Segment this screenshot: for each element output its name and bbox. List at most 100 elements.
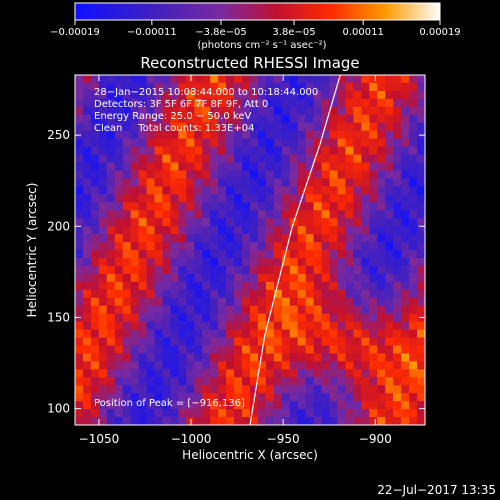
heatmap-cell bbox=[75, 90, 84, 100]
heatmap-cell bbox=[82, 377, 92, 386]
heatmap-cell bbox=[106, 385, 116, 394]
heatmap-cell bbox=[202, 273, 211, 283]
heatmap-cell bbox=[393, 305, 402, 315]
heatmap-cell bbox=[250, 242, 259, 251]
heatmap-cell bbox=[257, 250, 267, 259]
heatmap-cell bbox=[313, 361, 323, 370]
heatmap-cell bbox=[106, 353, 116, 362]
heatmap-cell bbox=[385, 98, 394, 108]
heatmap-cell bbox=[106, 202, 116, 211]
heatmap-cell bbox=[385, 353, 394, 362]
heatmap-cell bbox=[409, 273, 418, 283]
heatmap-cell bbox=[281, 114, 291, 124]
heatmap-cell bbox=[122, 162, 132, 172]
heatmap-cell bbox=[265, 186, 275, 195]
heatmap-cell bbox=[178, 329, 187, 339]
heatmap-cell bbox=[417, 377, 425, 386]
heatmap-cell bbox=[218, 401, 227, 410]
heatmap-cell bbox=[401, 257, 410, 267]
heatmap-cell bbox=[202, 250, 211, 259]
heatmap-cell bbox=[226, 401, 235, 410]
heatmap-cell bbox=[170, 289, 180, 299]
heatmap-cell bbox=[122, 170, 132, 180]
heatmap-cell bbox=[186, 265, 195, 275]
heatmap-cell bbox=[385, 234, 394, 243]
heatmap-cell bbox=[178, 257, 187, 267]
heatmap-cell bbox=[417, 265, 425, 275]
heatmap-cell bbox=[257, 234, 267, 243]
heatmap-cell bbox=[361, 138, 370, 148]
heatmap-cell bbox=[82, 305, 92, 315]
heatmap-cell bbox=[234, 305, 243, 315]
heatmap-cell bbox=[345, 401, 355, 410]
heatmap-cell bbox=[385, 377, 394, 386]
heatmap-cell bbox=[321, 409, 331, 418]
heatmap-cell bbox=[369, 361, 378, 370]
heatmap-cell bbox=[178, 361, 187, 370]
heatmap-cell bbox=[329, 337, 339, 347]
heatmap-cell bbox=[273, 273, 283, 283]
heatmap-cell bbox=[329, 329, 339, 339]
heatmap-cell bbox=[170, 170, 180, 180]
heatmap-cell bbox=[385, 385, 394, 394]
heatmap-cell bbox=[186, 226, 195, 235]
heatmap-cell bbox=[250, 75, 259, 84]
heatmap-cell bbox=[281, 162, 291, 172]
heatmap-cell bbox=[122, 345, 132, 355]
heatmap-cell bbox=[178, 234, 187, 243]
heatmap-cell bbox=[90, 186, 100, 195]
heatmap-cell bbox=[313, 226, 323, 235]
heatmap-cell bbox=[377, 329, 386, 339]
heatmap-cell bbox=[337, 409, 347, 418]
heatmap-cell bbox=[226, 90, 235, 100]
heatmap-cell bbox=[98, 257, 108, 267]
heatmap-cell bbox=[417, 289, 425, 299]
heatmap-cell bbox=[369, 106, 378, 116]
heatmap-cell bbox=[353, 194, 362, 203]
heatmap-cell bbox=[170, 297, 180, 307]
heatmap-cell bbox=[393, 321, 402, 331]
heatmap-cell bbox=[218, 305, 227, 315]
heatmap-cell bbox=[146, 210, 156, 219]
heatmap-cell bbox=[210, 162, 219, 172]
heatmap-cell bbox=[194, 369, 203, 378]
heatmap-cell bbox=[138, 146, 148, 156]
heatmap-cell bbox=[106, 170, 116, 180]
heatmap-cell bbox=[154, 313, 164, 323]
heatmap-cell bbox=[114, 257, 124, 267]
heatmap-cell bbox=[130, 337, 140, 347]
heatmap-cell bbox=[401, 385, 410, 394]
heatmap-cell bbox=[265, 226, 275, 235]
y-tick-label: 200 bbox=[47, 219, 70, 233]
heatmap-cell bbox=[257, 114, 267, 124]
heatmap-cell bbox=[75, 138, 84, 148]
heatmap-cell bbox=[265, 345, 275, 355]
heatmap-cell bbox=[210, 409, 219, 418]
heatmap-cell bbox=[337, 361, 347, 370]
heatmap-cell bbox=[305, 114, 315, 124]
heatmap-cell bbox=[369, 377, 378, 386]
heatmap-cell bbox=[178, 114, 187, 124]
heatmap-cell bbox=[281, 178, 291, 187]
heatmap-cell bbox=[234, 178, 243, 187]
heatmap-cell bbox=[345, 353, 355, 362]
heatmap-cell bbox=[361, 218, 370, 227]
heatmap-cell bbox=[250, 194, 259, 203]
heatmap-cell bbox=[313, 329, 323, 339]
heatmap-cell bbox=[273, 218, 283, 227]
heatmap-cell bbox=[202, 138, 211, 148]
heatmap-cell bbox=[114, 385, 124, 394]
heatmap-cell bbox=[138, 273, 148, 283]
heatmap-cell bbox=[329, 154, 339, 164]
heatmap-cell bbox=[202, 218, 211, 227]
heatmap-cell bbox=[90, 321, 100, 331]
heatmap-cell bbox=[321, 313, 331, 323]
heatmap-cell bbox=[273, 369, 283, 378]
heatmap-cell bbox=[106, 345, 116, 355]
heatmap-cell bbox=[186, 321, 195, 331]
heatmap-cell bbox=[106, 369, 116, 378]
heatmap-cell bbox=[401, 321, 410, 331]
heatmap-cell bbox=[281, 75, 291, 84]
heatmap-cell bbox=[265, 210, 275, 219]
heatmap-cell bbox=[210, 297, 219, 307]
